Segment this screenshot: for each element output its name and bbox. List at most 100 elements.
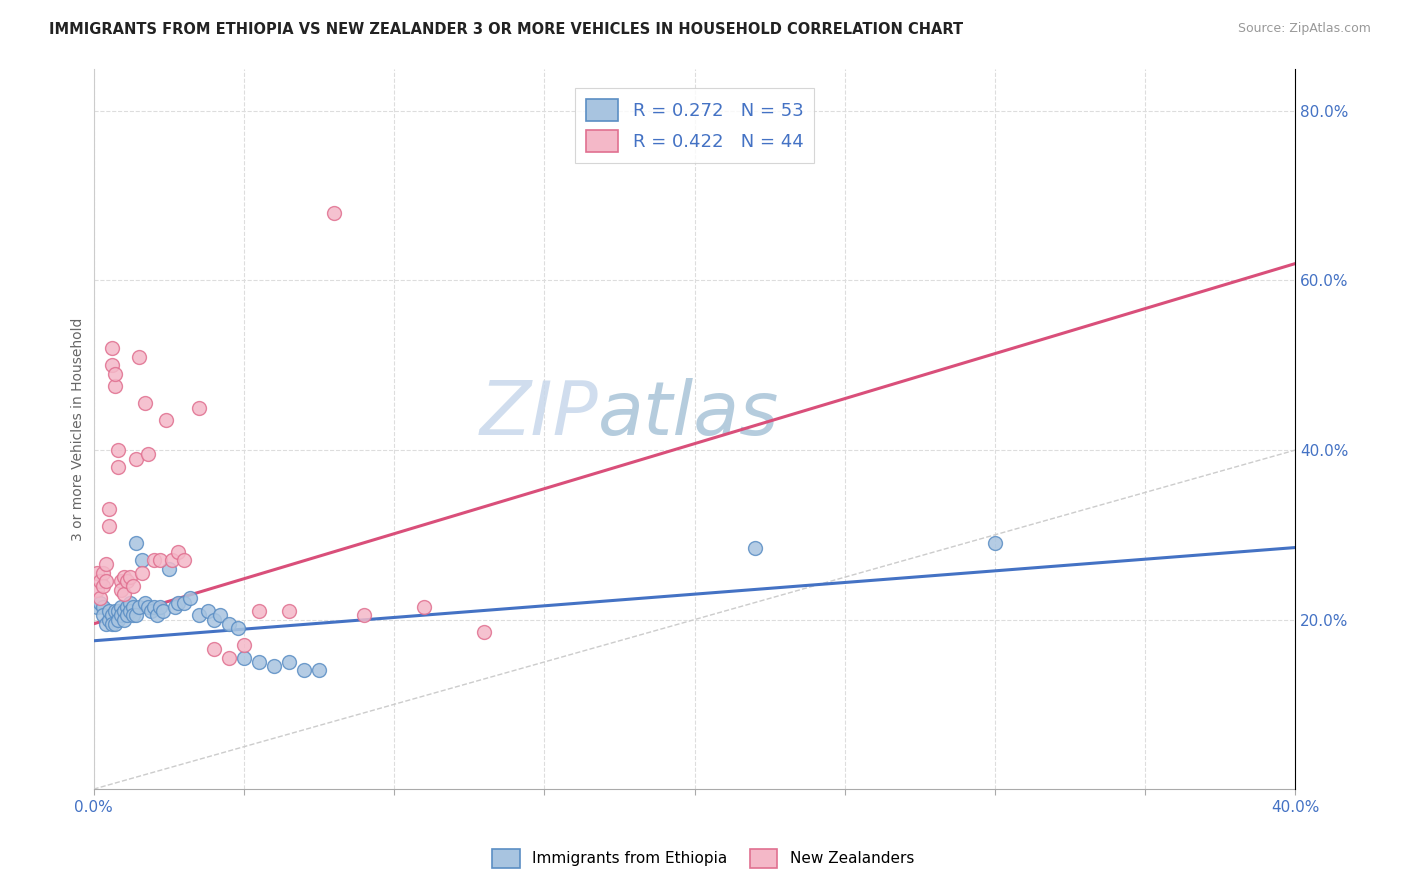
Point [97,604,120,618]
Point [115,574,138,589]
Point [118,604,141,618]
Text: ZIP: ZIP [479,378,599,450]
Point [413,599,436,614]
Point [232,638,254,652]
Point [142,599,165,614]
Point [292,664,315,678]
Point [202,613,225,627]
Point [124,451,146,466]
Point [157,562,180,576]
Point [136,447,159,461]
Point [104,367,127,381]
Point [139,604,162,618]
Point [131,553,153,567]
Point [218,650,240,665]
Point [121,608,143,623]
Point [179,591,201,606]
Point [97,613,120,627]
Point [91,599,114,614]
Point [128,350,150,364]
Point [89,574,111,589]
Point [142,553,165,567]
Point [112,613,135,627]
Point [173,553,195,567]
Point [218,616,240,631]
Point [110,574,132,589]
Point [984,536,1007,550]
Point [134,396,156,410]
Point [100,608,122,623]
Point [97,519,120,533]
Point [97,502,120,516]
Point [124,536,146,550]
Point [112,587,135,601]
Point [152,604,174,618]
Point [100,341,122,355]
Point [107,613,129,627]
Point [115,608,138,623]
Point [134,596,156,610]
Point [94,574,117,589]
Point [121,599,143,614]
Point [149,553,172,567]
Point [104,379,127,393]
Point [91,566,114,580]
Point [131,566,153,580]
Point [353,608,375,623]
Point [160,553,183,567]
Point [107,443,129,458]
Point [163,599,186,614]
Point [86,599,108,614]
Point [89,596,111,610]
Point [100,358,122,372]
Point [104,616,127,631]
Point [149,599,172,614]
Point [155,413,177,427]
Point [277,604,299,618]
Point [166,596,188,610]
Point [136,599,159,614]
Point [94,558,117,572]
Point [121,579,143,593]
Point [166,545,188,559]
Point [247,655,270,669]
Point [263,659,285,673]
Point [91,579,114,593]
Point [107,460,129,475]
Point [472,625,495,640]
Legend: Immigrants from Ethiopia, New Zealanders: Immigrants from Ethiopia, New Zealanders [486,843,920,873]
Point [107,604,129,618]
Point [110,608,132,623]
Point [744,541,766,555]
Point [128,599,150,614]
Point [208,608,231,623]
Point [308,664,330,678]
Point [112,604,135,618]
Point [197,604,219,618]
Point [232,650,254,665]
Point [110,582,132,597]
Point [104,604,127,618]
Legend: R = 0.272   N = 53, R = 0.422   N = 44: R = 0.272 N = 53, R = 0.422 N = 44 [575,88,814,163]
Point [110,599,132,614]
Y-axis label: 3 or more Vehicles in Household: 3 or more Vehicles in Household [72,318,86,541]
Point [86,582,108,597]
Point [86,566,108,580]
Point [226,621,249,635]
Point [145,608,167,623]
Text: IMMIGRANTS FROM ETHIOPIA VS NEW ZEALANDER 3 OR MORE VEHICLES IN HOUSEHOLD CORREL: IMMIGRANTS FROM ETHIOPIA VS NEW ZEALANDE… [49,22,963,37]
Point [89,591,111,606]
Point [118,596,141,610]
Text: atlas: atlas [599,378,780,450]
Point [247,604,270,618]
Point [202,642,225,657]
Point [124,608,146,623]
Point [91,608,114,623]
Point [323,205,346,219]
Point [94,616,117,631]
Text: Source: ZipAtlas.com: Source: ZipAtlas.com [1237,22,1371,36]
Point [277,655,299,669]
Point [112,570,135,584]
Point [187,401,209,415]
Point [100,616,122,631]
